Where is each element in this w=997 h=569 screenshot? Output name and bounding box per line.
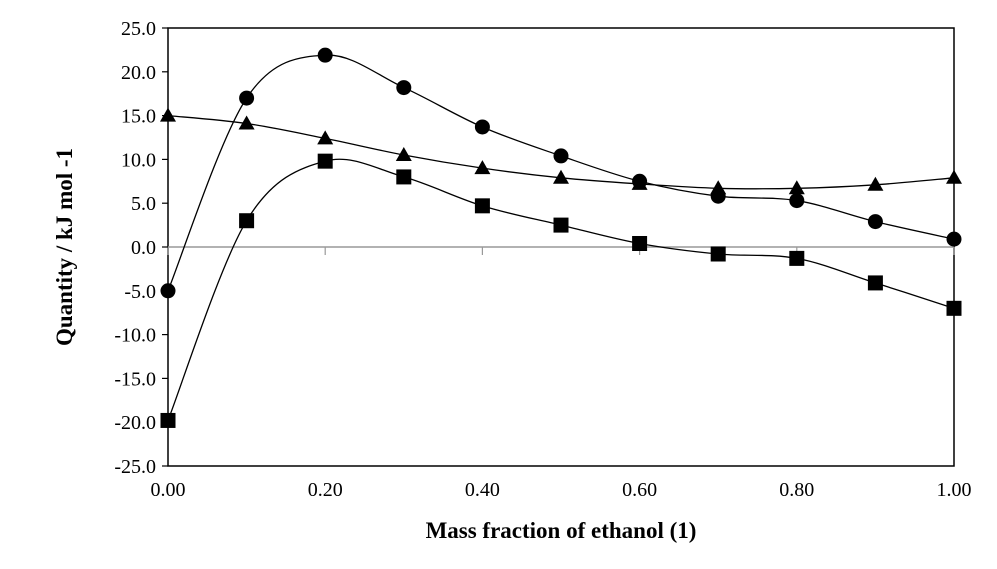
data-point-square xyxy=(396,169,412,185)
x-axis-title: Mass fraction of ethanol (1) xyxy=(426,518,697,543)
data-point-triangle xyxy=(474,160,491,175)
data-point-circle xyxy=(317,47,333,63)
data-point-triangle xyxy=(867,176,884,191)
data-point-square xyxy=(160,412,176,428)
y-tick-label: -15.0 xyxy=(114,368,156,390)
data-point-circle xyxy=(239,90,255,106)
y-tick-label: 5.0 xyxy=(131,193,156,215)
data-point-circle xyxy=(789,193,805,209)
data-point-square xyxy=(710,246,726,262)
data-point-circle xyxy=(474,119,490,135)
data-point-circle xyxy=(553,148,569,164)
y-tick-label: 25.0 xyxy=(121,18,156,40)
x-tick-label: 0.00 xyxy=(151,479,186,501)
x-tick-label: 0.60 xyxy=(622,479,657,501)
data-point-triangle xyxy=(160,107,176,122)
y-tick-label: 0.0 xyxy=(131,237,156,259)
data-point-triangle xyxy=(553,169,569,184)
x-tick-label: 0.20 xyxy=(308,479,343,501)
series-circle-line xyxy=(167,54,955,292)
series-square-line xyxy=(167,158,955,421)
y-axis-title: Quantity / kJ mol -1 xyxy=(52,148,77,346)
y-tick-label: -25.0 xyxy=(114,456,156,478)
data-point-square xyxy=(867,275,883,291)
data-point-square xyxy=(632,235,648,251)
data-point-triangle xyxy=(788,180,805,195)
data-point-square xyxy=(553,217,569,233)
y-tick-label: 20.0 xyxy=(121,62,156,84)
data-point-square xyxy=(474,198,490,214)
data-point-triangle xyxy=(946,169,962,184)
data-point-triangle xyxy=(238,115,255,130)
x-tick-label: 0.80 xyxy=(779,479,814,501)
x-tick-label: 0.40 xyxy=(465,479,500,501)
data-point-square xyxy=(317,153,333,169)
y-tick-label: 15.0 xyxy=(121,106,156,128)
data-point-circle xyxy=(396,80,412,96)
y-tick-label: -10.0 xyxy=(114,325,156,347)
x-tick-label: 1.00 xyxy=(937,479,972,501)
data-point-circle xyxy=(946,231,962,247)
y-tick-label: -20.0 xyxy=(114,412,156,434)
data-point-circle xyxy=(160,283,176,299)
data-point-triangle xyxy=(631,175,648,190)
data-point-square xyxy=(789,250,805,266)
data-point-triangle xyxy=(710,180,727,195)
data-point-triangle xyxy=(317,130,334,145)
data-point-triangle xyxy=(395,147,412,162)
data-point-circle xyxy=(867,214,883,230)
y-tick-label: -5.0 xyxy=(124,281,156,303)
data-point-square xyxy=(946,300,962,316)
y-tick-label: 10.0 xyxy=(121,149,156,171)
data-point-square xyxy=(239,213,255,229)
